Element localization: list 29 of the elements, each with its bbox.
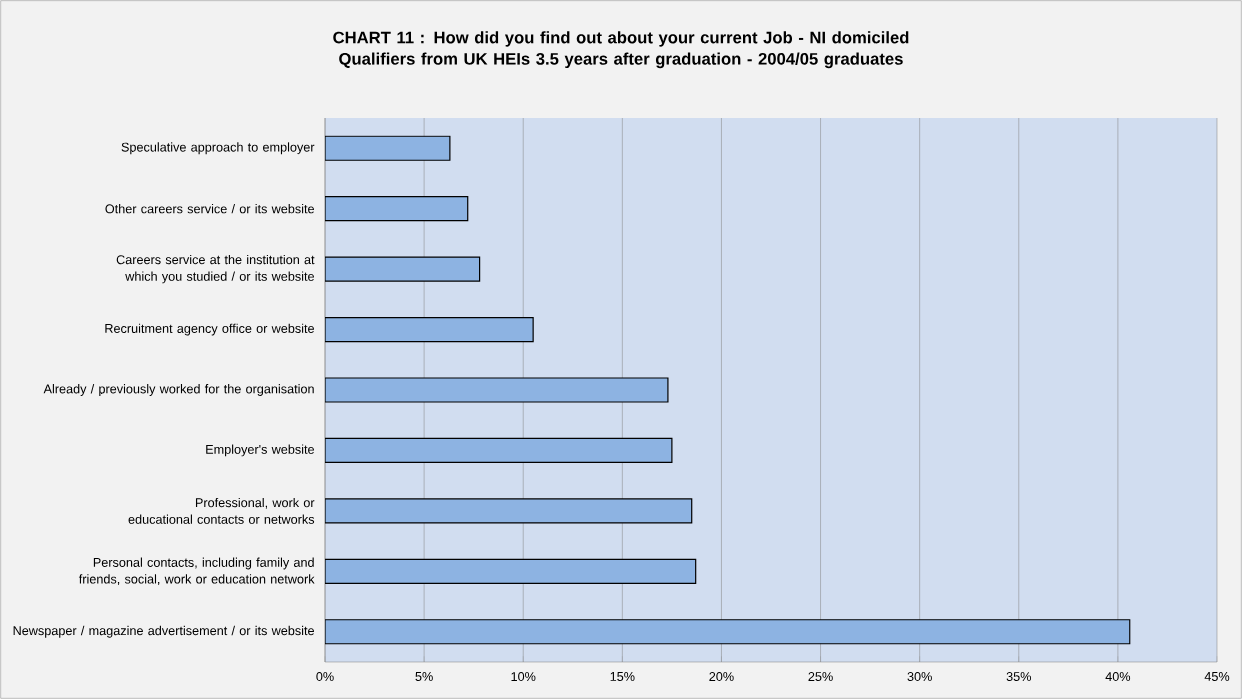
- bar: [325, 437, 673, 464]
- y-tick-label: Careers service at the institution at which you studied / or its website: [116, 254, 315, 284]
- bar: [325, 377, 669, 403]
- y-tick-label: Employer's website: [206, 444, 315, 457]
- x-tick-label: 45%: [1204, 672, 1230, 681]
- y-tick-label: Already / previously worked for the organisation: [43, 384, 314, 396]
- bar: [325, 498, 693, 524]
- x-tick-label: 35%: [1006, 672, 1031, 682]
- bar: [325, 256, 481, 282]
- bar: [325, 558, 697, 584]
- bar: [325, 316, 534, 343]
- y-tick-label: Personal contacts, including family and friends, social, work or education network: [78, 557, 315, 586]
- x-tick-label: 0%: [316, 672, 334, 682]
- y-tick-label: Other careers service / or its website: [105, 204, 315, 214]
- x-tick-label: 25%: [808, 672, 833, 682]
- y-tick-label: Professional, work or educational contacts or networks: [128, 497, 315, 524]
- y-tick-label: Speculative approach to employer: [121, 142, 315, 155]
- x-tick-label: 5%: [415, 672, 433, 681]
- bar: [325, 619, 1131, 645]
- chart-title: CHART 11 : How did you find out about your current Job - NI domiciled Qualifiers from UK HEIs 3.5 years after graduation - 2004/05 graduates: [333, 31, 909, 69]
- x-tick-label: 30%: [907, 672, 932, 682]
- bar: [325, 135, 451, 161]
- x-tick-label: 40%: [1105, 672, 1131, 682]
- x-tick-label: 15%: [610, 672, 635, 681]
- x-tick-label: 20%: [709, 672, 734, 682]
- x-tick-label: 10%: [511, 672, 536, 682]
- y-tick-label: Newspaper / magazine advertisement / or its website: [13, 625, 314, 638]
- bar: [325, 196, 469, 222]
- y-tick-label: Recruitment agency office or website: [105, 323, 315, 336]
